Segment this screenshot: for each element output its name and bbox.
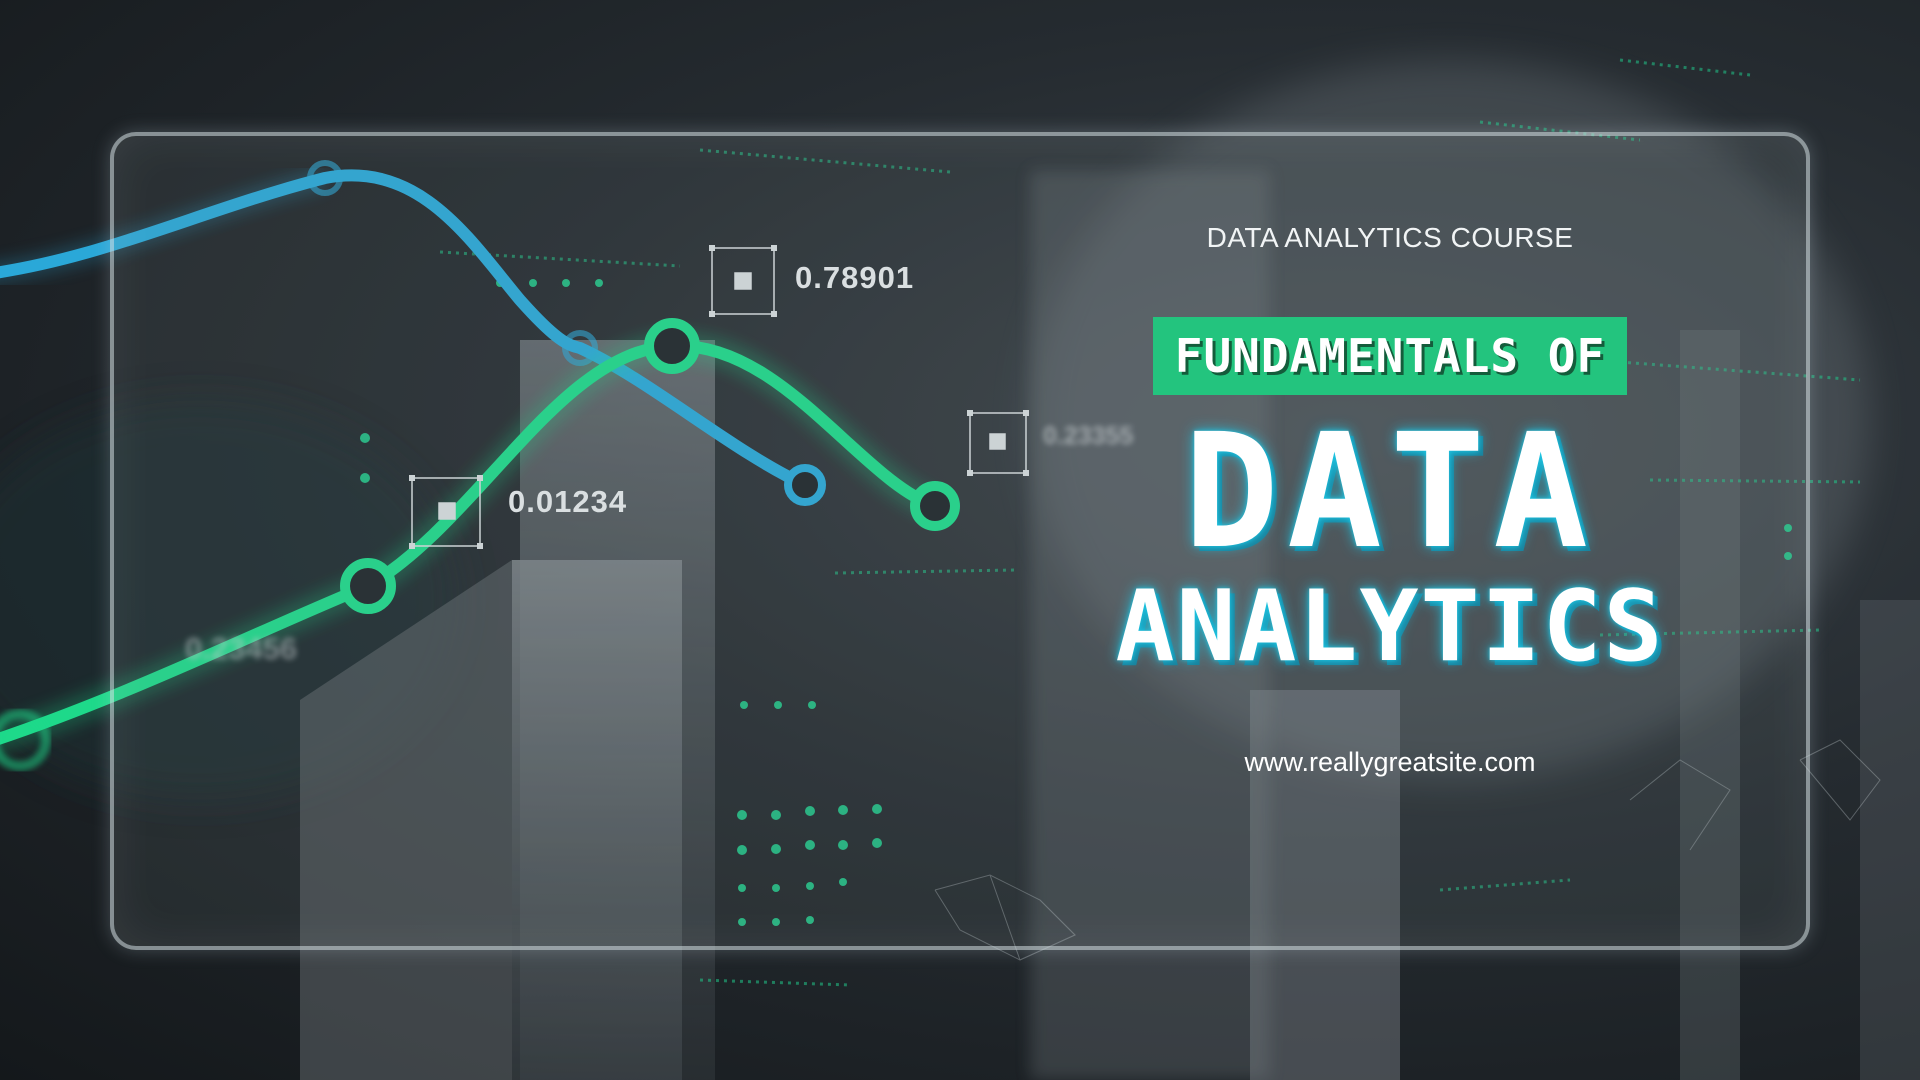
- title-analytics: ANALYTICS: [1115, 570, 1665, 684]
- network-mesh: [934, 739, 1881, 961]
- marker-box: [411, 247, 1027, 547]
- blue-point: [307, 160, 343, 196]
- readout-left: 0.23456: [185, 631, 297, 666]
- glass-panel: [110, 132, 1810, 950]
- marker-box-corners: [409, 245, 1029, 549]
- bar-column: [1860, 600, 1920, 1080]
- green-point: [910, 481, 960, 531]
- green-point: [644, 318, 700, 374]
- blue-point: [562, 330, 598, 366]
- bar-column: [1680, 330, 1740, 1080]
- readout-right: 0.23355: [1043, 422, 1133, 450]
- green-point-blurred: [0, 709, 51, 771]
- readout-top: 0.78901: [795, 260, 914, 295]
- website-link[interactable]: www.reallygreatsite.com: [1244, 747, 1536, 777]
- blue-point: [784, 464, 826, 506]
- title-data: DATA: [1183, 400, 1597, 584]
- green-point: [340, 558, 396, 614]
- green-line: [0, 339, 941, 745]
- bar-column: [1250, 690, 1400, 1080]
- bar-columns: [300, 170, 1920, 1080]
- course-label: DATA ANALYTICS COURSE: [1206, 222, 1574, 253]
- blue-line-glow: [0, 167, 328, 284]
- readout-mid: 0.01234: [508, 484, 627, 519]
- fundamentals-badge: FUNDAMENTALS OF: [1152, 317, 1628, 395]
- hero-text: DATA ANALYTICS COURSE FUNDAMENTALS OF DA…: [1110, 210, 1670, 778]
- streak-lines: [439, 58, 1861, 987]
- bar-column: [512, 560, 682, 1080]
- bar-column-side: [300, 560, 512, 1080]
